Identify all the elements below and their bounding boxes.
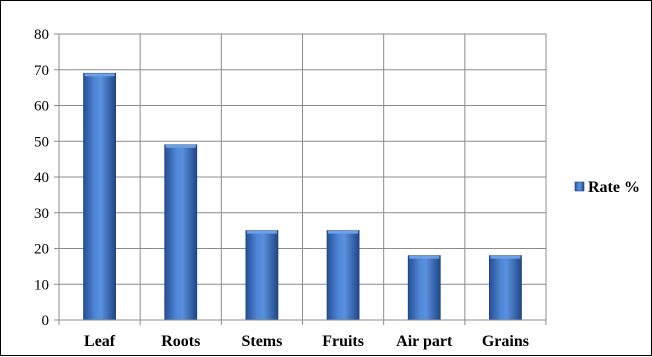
y-tick-label: 80	[34, 27, 49, 43]
bar	[407, 255, 441, 321]
y-tick-label: 10	[34, 277, 49, 293]
legend: Rate %	[574, 179, 640, 196]
bar-cap	[490, 255, 521, 259]
y-tick-label: 50	[34, 134, 49, 150]
y-tick-label: 40	[34, 170, 49, 186]
axes	[54, 33, 547, 325]
legend-swatch	[574, 181, 585, 192]
gridlines	[59, 33, 547, 320]
bar	[326, 230, 360, 321]
bar-cap	[165, 144, 196, 148]
bar-cap	[246, 230, 277, 234]
y-tick-label: 20	[34, 242, 49, 258]
y-tick-label: 60	[34, 99, 49, 115]
y-tick-label: 0	[42, 313, 50, 329]
x-tick-label: Roots	[161, 333, 200, 350]
bar	[83, 72, 116, 321]
x-tick-label: Stems	[241, 333, 282, 350]
x-tick-label: Leaf	[84, 333, 116, 350]
y-tick-label: 70	[34, 63, 49, 79]
y-axis-ticks: 0 10 20 30 40 50 60 70 80	[34, 27, 49, 329]
x-tick-label: Fruits	[322, 333, 364, 350]
bar-cap	[409, 255, 440, 259]
x-tick-label: Grains	[482, 333, 529, 350]
bar-cap	[328, 230, 359, 234]
bar	[245, 230, 279, 321]
x-axis-labels: Leaf Roots Stems Fruits Air part Grains	[84, 333, 529, 350]
bar-cap	[84, 73, 115, 77]
bar	[164, 144, 198, 321]
y-tick-label: 30	[34, 206, 49, 222]
legend-label: Rate %	[588, 179, 640, 196]
x-tick-label: Air part	[396, 333, 453, 350]
bar	[489, 255, 522, 321]
